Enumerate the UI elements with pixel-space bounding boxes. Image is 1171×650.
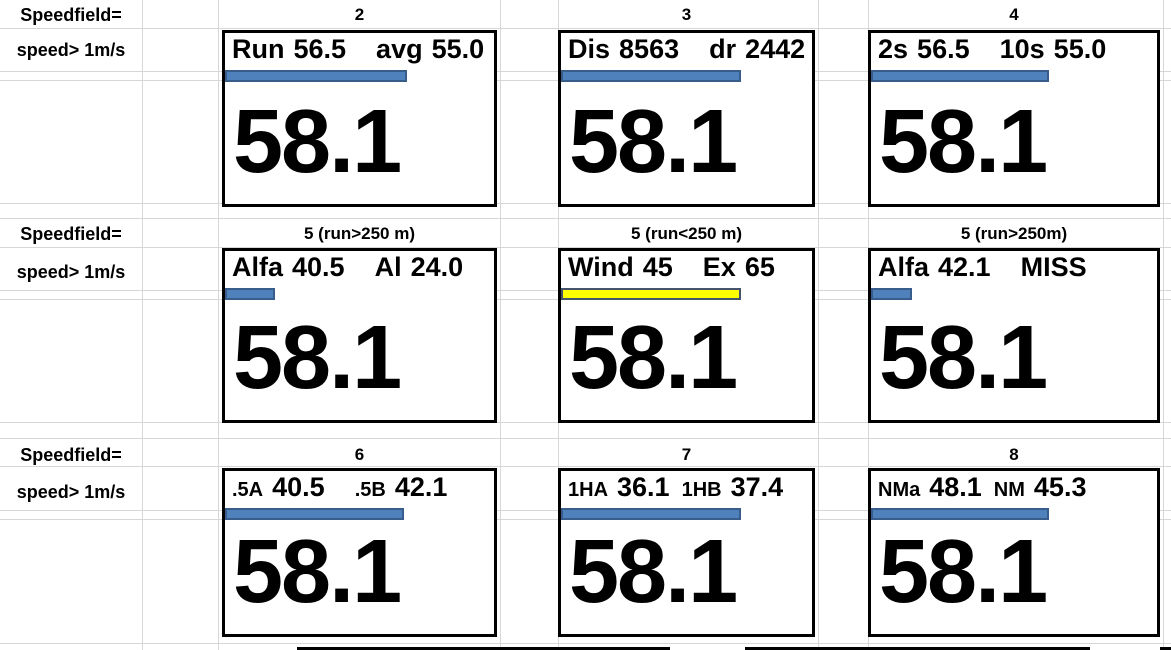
panel-metrics: Run 56.5 avg 55.0 <box>232 34 492 65</box>
progress-bar <box>561 70 741 82</box>
metric-value: 55.0 <box>1053 34 1107 64</box>
main-speed-value: 58.1 <box>233 307 402 408</box>
speed-threshold-label-row3[interactable]: speed> 1m/s <box>16 482 126 502</box>
main-speed-value: 58.1 <box>569 521 738 622</box>
metric-label: .5B <box>354 479 386 501</box>
metric-value: 45.3 <box>1033 472 1087 502</box>
panel-metrics: Alfa 42.1 MISS <box>878 252 1155 283</box>
metric-label: NMa <box>878 479 921 501</box>
metric-label: Run <box>232 34 285 64</box>
column-header-8[interactable]: 8 <box>1009 445 1019 464</box>
metric-label: Wind <box>568 252 634 282</box>
panel-metrics: NMa 48.1 NM 45.3 <box>878 472 1155 503</box>
metric-value: 2442 <box>745 34 806 64</box>
metric-label: 1HB <box>681 479 722 501</box>
speed-threshold-label-row2[interactable]: speed> 1m/s <box>16 262 126 282</box>
speed-panel-5a-5b[interactable]: .5A 40.5 .5B 42.1 58.1 <box>222 468 497 637</box>
main-speed-value: 58.1 <box>879 91 1048 192</box>
main-speed-value: 58.1 <box>569 91 738 192</box>
metric-value: 8563 <box>619 34 680 64</box>
metric-value: 42.1 <box>394 472 448 502</box>
speedfield-label-row2[interactable]: Speedfield= <box>20 224 122 244</box>
main-speed-value: 58.1 <box>233 521 402 622</box>
metric-label: dr <box>709 34 737 64</box>
column-header-3[interactable]: 3 <box>681 5 692 24</box>
speed-panel-nma-nm[interactable]: NMa 48.1 NM 45.3 58.1 <box>868 468 1160 637</box>
speed-panel-2s-10s[interactable]: 2s 56.5 10s 55.0 58.1 <box>868 30 1160 207</box>
metric-value: 42.1 <box>938 252 991 282</box>
column-header-2[interactable]: 2 <box>354 5 365 24</box>
panel-metrics: .5A 40.5 .5B 42.1 <box>232 472 492 503</box>
panel-metrics: Wind 45 Ex 65 <box>568 252 810 283</box>
progress-bar <box>225 288 275 300</box>
column-header-5a[interactable]: 5 (run>250 m) <box>303 224 415 243</box>
speed-threshold-label-row1[interactable]: speed> 1m/s <box>16 40 126 60</box>
speed-panel-run-avg[interactable]: Run 56.5 avg 55.0 58.1 <box>222 30 497 207</box>
metric-label: Al <box>374 252 402 282</box>
metric-value: 65 <box>744 252 775 282</box>
metric-value: 55.0 <box>431 34 485 64</box>
metric-label: 2s <box>878 34 909 64</box>
column-header-4[interactable]: 4 <box>1009 5 1019 24</box>
next-row-panel-edge <box>745 647 1090 650</box>
metric-label: NM <box>993 479 1025 501</box>
column-header-5b[interactable]: 5 (run<250 m) <box>630 224 742 243</box>
next-row-panel-edge <box>1160 647 1171 650</box>
speed-panel-alfa-miss[interactable]: Alfa 42.1 MISS 58.1 <box>868 248 1160 423</box>
metric-value: 40.5 <box>272 472 325 502</box>
metric-value: 36.1 <box>617 472 670 502</box>
metric-label: Dis <box>568 34 611 64</box>
next-row-panel-edge <box>297 647 670 650</box>
speed-panel-wind-ex[interactable]: Wind 45 Ex 65 58.1 <box>558 248 815 423</box>
metric-label: Ex <box>702 252 736 282</box>
metric-label: 10s <box>999 34 1045 64</box>
metric-value: 37.4 <box>730 472 784 502</box>
progress-bar <box>871 508 1050 520</box>
metric-value: 40.5 <box>292 252 345 282</box>
panel-metrics: Alfa 40.5 Al 24.0 <box>232 252 492 283</box>
column-header-5c[interactable]: 5 (run>250m) <box>960 224 1068 243</box>
metric-label: Alfa <box>878 252 930 282</box>
metric-label: 1HA <box>568 479 609 501</box>
metric-value: 45 <box>642 252 673 282</box>
panel-metrics: 1HA 36.1 1HB 37.4 <box>568 472 810 503</box>
metric-label: avg <box>376 34 423 64</box>
metric-label: Alfa <box>232 252 284 282</box>
metric-label: MISS <box>1020 252 1087 282</box>
progress-bar-wind <box>561 288 741 300</box>
progress-bar <box>225 508 404 520</box>
progress-bar <box>561 508 741 520</box>
main-speed-value: 58.1 <box>879 307 1048 408</box>
speed-panel-dis-dr[interactable]: Dis 8563 dr 2442 58.1 <box>558 30 815 207</box>
speed-panel-alfa-al[interactable]: Alfa 40.5 Al 24.0 58.1 <box>222 248 497 423</box>
metric-value: 48.1 <box>929 472 982 502</box>
column-header-7[interactable]: 7 <box>681 445 692 464</box>
speedfield-label-row3[interactable]: Speedfield= <box>20 445 122 465</box>
metric-value: 56.5 <box>917 34 970 64</box>
metric-label: .5A <box>232 479 264 501</box>
progress-bar <box>871 288 913 300</box>
main-speed-value: 58.1 <box>879 521 1048 622</box>
panel-metrics: 2s 56.5 10s 55.0 <box>878 34 1155 65</box>
progress-bar <box>871 70 1050 82</box>
progress-bar <box>225 70 407 82</box>
speed-panel-1ha-1hb[interactable]: 1HA 36.1 1HB 37.4 58.1 <box>558 468 815 637</box>
main-speed-value: 58.1 <box>233 91 402 192</box>
column-header-6[interactable]: 6 <box>354 445 365 464</box>
panel-metrics: Dis 8563 dr 2442 <box>568 34 810 65</box>
metric-value: 56.5 <box>293 34 347 64</box>
speedfield-label-row1[interactable]: Speedfield= <box>20 5 122 25</box>
metric-value: 24.0 <box>410 252 464 282</box>
main-speed-value: 58.1 <box>569 307 738 408</box>
